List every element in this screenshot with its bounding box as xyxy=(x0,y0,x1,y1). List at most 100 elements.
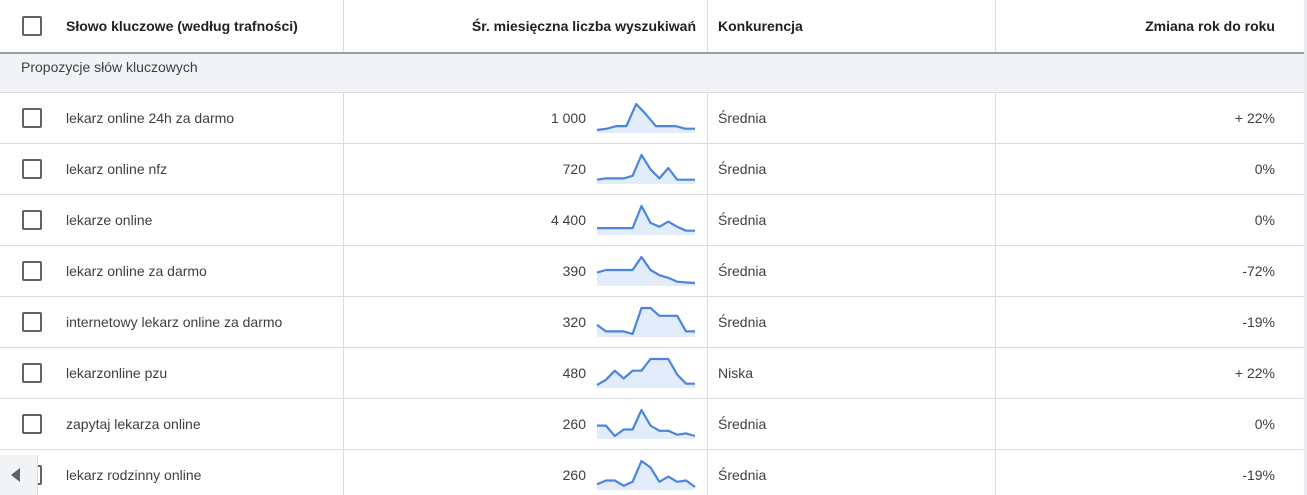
competition-value: Średnia xyxy=(718,161,767,177)
keyword-text: lekarze online xyxy=(66,212,153,228)
column-divider xyxy=(343,348,344,398)
trend-line xyxy=(597,408,696,438)
column-divider xyxy=(995,348,996,398)
table-row[interactable]: lekarz online 24h za darmo 1 000 Średnia + … xyxy=(0,93,1304,144)
table-row[interactable]: zapytaj lekarza online 260 Średnia 0% xyxy=(0,399,1304,450)
yoy-change-value: -19% xyxy=(1242,314,1275,330)
competition-value: Średnia xyxy=(718,263,767,279)
trend-sparkline[interactable] xyxy=(596,150,696,184)
table-row[interactable]: internetowy lekarz online za darmo 320 Śre… xyxy=(0,297,1304,348)
table-row[interactable]: lekarz rodzinny online 260 Średnia -19% xyxy=(0,450,1304,495)
row-checkbox-cell xyxy=(22,399,42,449)
competition-value: Średnia xyxy=(718,212,767,228)
row-checkbox[interactable] xyxy=(22,363,42,383)
trend-sparkline[interactable] xyxy=(596,303,696,337)
column-divider xyxy=(707,195,708,245)
competition-value: Średnia xyxy=(718,314,767,330)
avg-searches-value: 260 xyxy=(562,467,586,483)
column-divider xyxy=(995,399,996,449)
column-divider xyxy=(995,195,996,245)
row-checkbox-cell xyxy=(22,348,42,398)
trend-area xyxy=(597,308,695,337)
yoy-change-value: -72% xyxy=(1242,263,1275,279)
keyword-text: lekarz online za darmo xyxy=(66,263,207,279)
trend-line xyxy=(596,255,696,285)
column-divider xyxy=(707,93,708,143)
trend-line xyxy=(596,357,695,386)
table-row[interactable]: lekarz online nfz 720 Średnia 0% xyxy=(0,144,1304,195)
scroll-left-button[interactable] xyxy=(0,455,38,495)
competition-value: Średnia xyxy=(718,416,767,432)
trend-line xyxy=(596,153,695,181)
table-row[interactable]: lekarze online 4 400 Średnia 0% xyxy=(0,195,1304,246)
triangle-left-icon xyxy=(11,468,20,482)
table-row[interactable]: lekarz online za darmo 390 Średnia -72% xyxy=(0,246,1304,297)
column-divider xyxy=(995,144,996,194)
trend-line xyxy=(596,459,696,488)
column-divider xyxy=(995,93,996,143)
table-header: Słowo kluczowe (według trafności) Śr. mi… xyxy=(0,0,1304,54)
avg-searches-value: 260 xyxy=(562,416,586,432)
trend-sparkline[interactable] xyxy=(596,201,696,235)
keyword-text: internetowy lekarz online za darmo xyxy=(66,314,283,330)
header-keyword[interactable]: Słowo kluczowe (według trafności) xyxy=(66,18,298,34)
column-divider xyxy=(707,297,708,347)
trend-line xyxy=(596,306,695,336)
section-label: Propozycje słów kluczowych xyxy=(21,59,198,75)
trend-sparkline[interactable] xyxy=(596,252,696,286)
column-divider xyxy=(995,246,996,296)
row-checkbox-cell xyxy=(22,195,42,245)
trend-line xyxy=(596,102,695,132)
avg-searches-value: 4 400 xyxy=(550,212,586,228)
trend-sparkline[interactable] xyxy=(596,405,696,439)
yoy-change-value: + 22% xyxy=(1234,110,1275,126)
row-checkbox[interactable] xyxy=(22,261,42,281)
header-divider xyxy=(343,0,344,52)
header-yoy-change[interactable]: Zmiana rok do roku xyxy=(1145,18,1275,34)
row-checkbox-cell xyxy=(22,297,42,347)
trend-sparkline[interactable] xyxy=(596,456,696,490)
header-competition[interactable]: Konkurencja xyxy=(718,18,803,34)
trend-sparkline[interactable] xyxy=(596,354,696,388)
column-divider xyxy=(343,246,344,296)
yoy-change-value: 0% xyxy=(1254,161,1275,177)
column-divider xyxy=(343,144,344,194)
row-checkbox[interactable] xyxy=(22,312,42,332)
row-checkbox[interactable] xyxy=(22,108,42,128)
column-divider xyxy=(707,348,708,398)
select-all-checkbox[interactable] xyxy=(22,16,42,36)
column-divider xyxy=(995,450,996,495)
competition-value: Średnia xyxy=(718,467,767,483)
yoy-change-value: -19% xyxy=(1242,467,1275,483)
avg-searches-value: 320 xyxy=(562,314,586,330)
row-checkbox[interactable] xyxy=(22,210,42,230)
column-divider xyxy=(707,450,708,495)
trend-area xyxy=(597,155,695,184)
competition-value: Średnia xyxy=(718,110,767,126)
vertical-scroll-edge[interactable] xyxy=(1304,0,1307,495)
keyword-text: lekarz online 24h za darmo xyxy=(66,110,235,126)
trend-sparkline[interactable] xyxy=(596,99,696,133)
trend-area xyxy=(597,461,695,490)
competition-value: Niska xyxy=(718,365,754,381)
avg-searches-value: 390 xyxy=(562,263,586,279)
row-checkbox[interactable] xyxy=(22,159,42,179)
section-row: Propozycje słów kluczowych xyxy=(0,54,1304,93)
header-avg-searches[interactable]: Śr. miesięczna liczba wyszukiwań xyxy=(471,18,696,34)
header-divider xyxy=(707,0,708,52)
column-divider xyxy=(343,297,344,347)
yoy-change-value: + 22% xyxy=(1234,365,1275,381)
yoy-change-value: 0% xyxy=(1254,416,1275,432)
column-divider xyxy=(343,399,344,449)
trend-area xyxy=(597,206,695,235)
row-checkbox[interactable] xyxy=(22,414,42,434)
row-checkbox-cell xyxy=(22,144,42,194)
trend-line xyxy=(597,204,695,232)
avg-searches-value: 1 000 xyxy=(550,110,586,126)
keyword-text: lekarzonline pzu xyxy=(66,365,168,381)
column-divider xyxy=(343,450,344,495)
table-row[interactable]: lekarzonline pzu 480 Niska + 22% xyxy=(0,348,1304,399)
column-divider xyxy=(343,195,344,245)
trend-area xyxy=(597,257,695,286)
